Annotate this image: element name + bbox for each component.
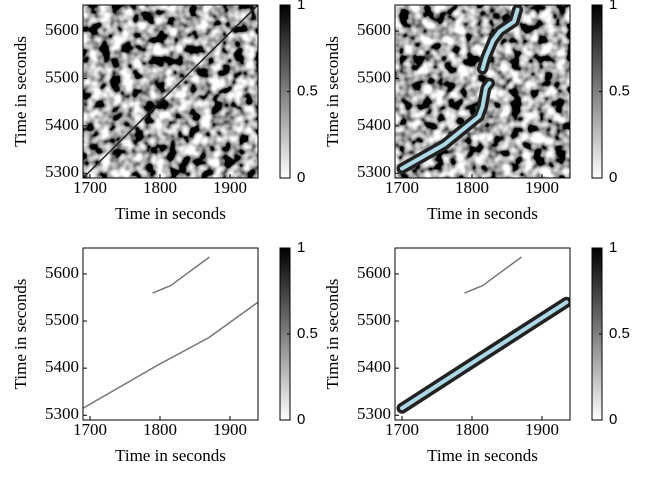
plot-lines (396, 256, 570, 414)
heatmap-background (83, 248, 258, 420)
colorbar-tick-label: 1 (297, 0, 305, 13)
ridge-line (83, 301, 258, 409)
ridge-line (464, 256, 522, 294)
axes-frame (82, 247, 259, 421)
colorbar-tick-label: 0.5 (297, 82, 318, 99)
colorbar-tick-label: 0 (609, 169, 617, 186)
colorbar-tick-label: 0.5 (609, 325, 630, 342)
plot-lines (83, 256, 258, 409)
axes-frame (394, 247, 571, 421)
path-line (400, 7, 520, 171)
plot-lines (396, 5, 523, 174)
path-line (400, 300, 569, 411)
axes-frame (82, 4, 259, 179)
y-tick-label: 5500 (45, 67, 79, 86)
y-tick-label: 5600 (45, 20, 79, 39)
colorbar-tick-label: 0 (297, 169, 305, 186)
ridge-line (152, 256, 210, 294)
y-tick-label: 5400 (45, 115, 79, 134)
x-tick-label: 1900 (525, 420, 559, 439)
y-axis-label: Time in seconds (11, 279, 30, 390)
colorbar-tick-label: 0.5 (297, 325, 318, 342)
x-tick-label: 1700 (385, 178, 419, 197)
axes-frame (394, 4, 571, 179)
x-axis-label: Time in seconds (115, 204, 226, 223)
x-tick-label: 1900 (213, 178, 247, 197)
x-tick-label: 1700 (73, 420, 107, 439)
colorbar-tick-label: 0 (297, 411, 305, 428)
colorbar-tick-label: 1 (609, 239, 617, 256)
colorbar-tick-label: 0.5 (609, 82, 630, 99)
x-axis-label: Time in seconds (427, 446, 538, 465)
colorbar-tick-label: 1 (297, 239, 305, 256)
x-axis-label: Time in seconds (427, 204, 538, 223)
y-tick-label: 5600 (357, 263, 391, 282)
x-tick-label: 1800 (455, 178, 489, 197)
x-axis-label: Time in seconds (115, 446, 226, 465)
y-tick-label: 5500 (45, 310, 79, 329)
x-tick-label: 1900 (525, 178, 559, 197)
x-tick-label: 1800 (143, 178, 177, 197)
y-tick-label: 5300 (357, 162, 391, 181)
y-tick-label: 5600 (45, 263, 79, 282)
y-axis-label: Time in seconds (323, 279, 342, 390)
y-tick-label: 5300 (45, 404, 79, 423)
y-axis-label: Time in seconds (323, 36, 342, 147)
plot-lines (83, 5, 258, 178)
x-tick-label: 1700 (73, 178, 107, 197)
y-tick-label: 5400 (357, 115, 391, 134)
x-tick-label: 1900 (213, 420, 247, 439)
x-tick-label: 1700 (385, 420, 419, 439)
y-tick-label: 5400 (45, 357, 79, 376)
x-tick-label: 1800 (455, 420, 489, 439)
y-tick-label: 5500 (357, 310, 391, 329)
y-tick-label: 5300 (45, 162, 79, 181)
x-tick-label: 1800 (143, 420, 177, 439)
colorbar-tick-label: 0 (609, 411, 617, 428)
y-tick-label: 5300 (357, 404, 391, 423)
y-tick-label: 5400 (357, 357, 391, 376)
colorbar-tick-label: 1 (609, 0, 617, 13)
y-axis-label: Time in seconds (11, 36, 30, 147)
ridge-line (83, 5, 258, 178)
y-tick-label: 5600 (357, 20, 391, 39)
y-tick-label: 5500 (357, 67, 391, 86)
